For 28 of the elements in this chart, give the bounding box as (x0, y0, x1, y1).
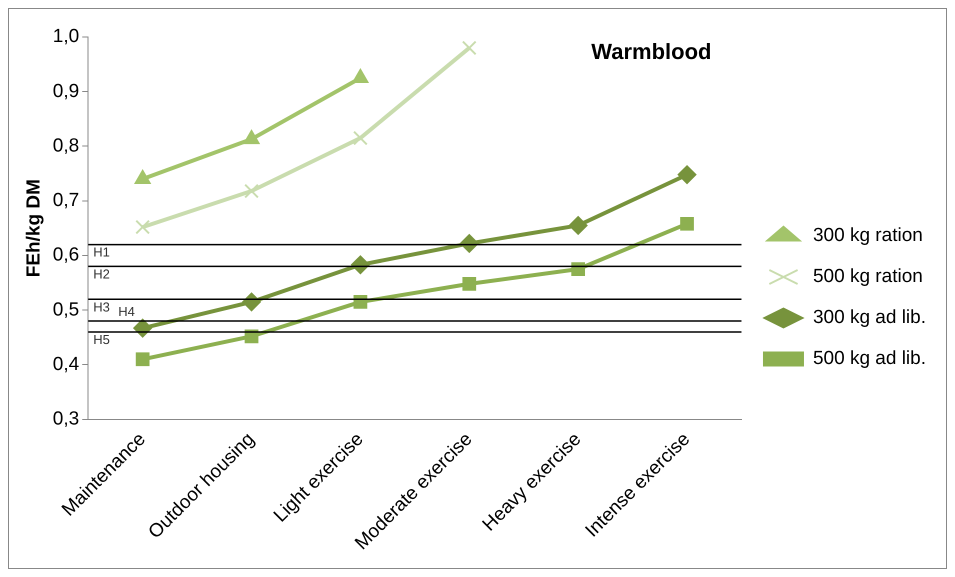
legend-label: 500 kg ad lib. (812, 348, 926, 370)
y-tick-label: 0,4 (52, 354, 80, 375)
ref-line-label: H3 (93, 299, 110, 314)
ref-line-label: H4 (118, 304, 135, 320)
point (135, 220, 150, 234)
y-tick-label: 1,0 (52, 26, 80, 48)
ref-line-label: H5 (93, 332, 110, 348)
y-axis-title: FEh/kg DM (24, 179, 45, 278)
legend-label: 300 kg ad lib. (812, 307, 926, 328)
point (568, 216, 588, 235)
legend-label: 300 kg ration (812, 225, 923, 246)
y-tick-label: 0,7 (52, 190, 80, 212)
point (678, 165, 697, 184)
y-tick-label: 0,5 (52, 299, 80, 320)
legend-label: 500 kg ration (812, 266, 923, 288)
chart-title: Warmblood (591, 39, 712, 64)
point (136, 352, 150, 366)
ref-line-label: H2 (93, 266, 110, 282)
y-tick-label: 0,3 (52, 408, 80, 430)
point (680, 216, 694, 231)
point (462, 277, 476, 291)
point (244, 184, 259, 198)
point (353, 130, 368, 146)
y-tick-label: 0,9 (52, 80, 80, 102)
y-tick-label: 0,8 (52, 135, 80, 156)
point (462, 40, 477, 56)
y-tick-label: 0,6 (52, 244, 80, 266)
ref-line-label: H1 (93, 244, 110, 260)
